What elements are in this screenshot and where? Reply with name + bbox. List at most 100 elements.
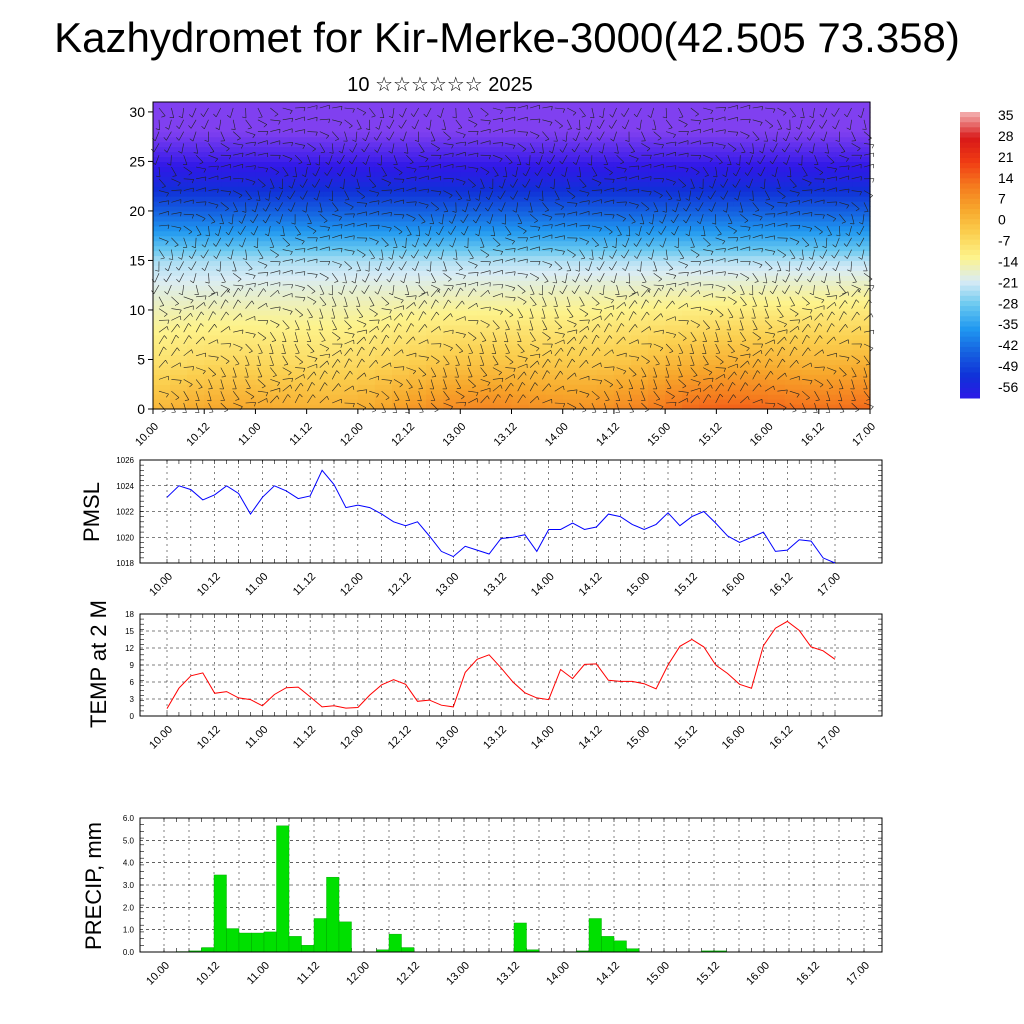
contour-cell [460,384,478,390]
contour-cell [340,270,359,276]
contour-cell [716,344,735,351]
wind-barb [553,178,556,189]
wind-barb-flag [686,392,689,397]
wind-barb [529,131,540,136]
contour-cell [511,191,530,197]
contour-cell [255,121,274,128]
wind-barb-flag [512,287,516,292]
contour-cell [631,270,649,276]
wind-barb-flag [303,271,306,276]
contour-cell [613,205,632,212]
contour-cell [733,270,752,276]
contour-cell [289,136,308,143]
contour-cell [579,196,598,202]
wind-barb-flag [551,248,553,253]
contour-cell [340,285,359,291]
wind-barb [703,142,714,144]
contour-cell [545,260,564,266]
contour-cell [511,136,530,143]
contour-cell [767,389,786,395]
contour-cell [409,156,427,163]
wind-barb [616,336,624,345]
contour-cell [579,309,598,316]
contour-cell [357,290,376,296]
contour-cell [562,225,581,232]
wind-barb-flag [242,258,247,260]
wind-barb-flag [349,290,353,295]
contour-cell [272,181,291,187]
contour-cell [289,344,308,351]
wind-barb [294,374,304,380]
wind-barb [579,119,581,130]
wind-barb [628,273,631,284]
wind-barb-flag [659,195,663,199]
contour-cell [153,285,171,291]
contour-cell [562,290,581,296]
contour-cell [784,334,803,341]
wind-barb-flag [362,138,366,142]
contour-cell [460,379,478,385]
contour-cell [204,314,222,321]
wind-barb [343,178,345,189]
contour-cell [716,349,735,356]
contour-cell [835,369,854,375]
contour-cell [170,116,188,123]
wind-barb [328,178,333,189]
contour-cell [306,250,325,257]
contour-cell [477,111,496,118]
contour-cell [801,102,820,108]
chart-title: Kazhydromet for Kir-Merke-3000(42.505 73… [54,14,960,61]
contour-cell [306,225,325,232]
wind-barb-flag [310,351,315,354]
wind-barb [601,249,605,260]
contour-cell [409,290,427,296]
wind-barb [418,339,428,345]
contour-cell [374,161,393,167]
contour-cell [272,220,291,227]
contour-cell [170,359,188,366]
contour-cell [852,339,871,346]
wind-barb-flag [235,398,240,401]
wind-barb-flag [303,368,306,373]
contour-cell [238,359,257,366]
contour-cell [255,141,274,148]
contour-cell [323,245,342,252]
contour-cell [443,146,461,153]
contour-cell [153,201,171,207]
contour-cell [699,131,717,138]
contour-cell [528,374,547,380]
contour-cell [852,191,871,197]
contour-cell [221,280,239,286]
contour-cell [665,369,683,375]
wind-barb [270,282,281,286]
contour-cell [767,146,786,153]
wind-barb-flag [597,324,601,328]
contour-cell [596,285,615,291]
wind-barb [307,394,314,404]
contour-cell [665,116,683,123]
contour-cell [426,280,444,286]
contour-cell [596,265,615,271]
wind-barb [468,331,477,339]
wind-barb-flag [685,233,690,237]
wind-barb-flag [291,118,293,123]
contour-cell [272,235,291,242]
contour-cell [716,339,735,346]
contour-cell [340,225,359,232]
contour-cell [426,116,444,123]
contour-cell [238,265,257,271]
wind-barb [381,347,388,356]
wind-barb-flag [226,115,231,118]
wind-barb-flag [587,163,592,166]
contour-cell [784,121,803,128]
wind-barb [307,382,313,392]
wind-barb-flag [560,347,564,352]
wind-barb-flag [284,175,289,177]
contour-cell [187,191,205,197]
wind-barb-flag [308,316,313,319]
wind-barb [673,214,679,224]
contour-cell [750,344,769,351]
contour-cell [221,111,239,118]
wind-barb [616,213,626,219]
wind-barb-flag [723,374,726,379]
